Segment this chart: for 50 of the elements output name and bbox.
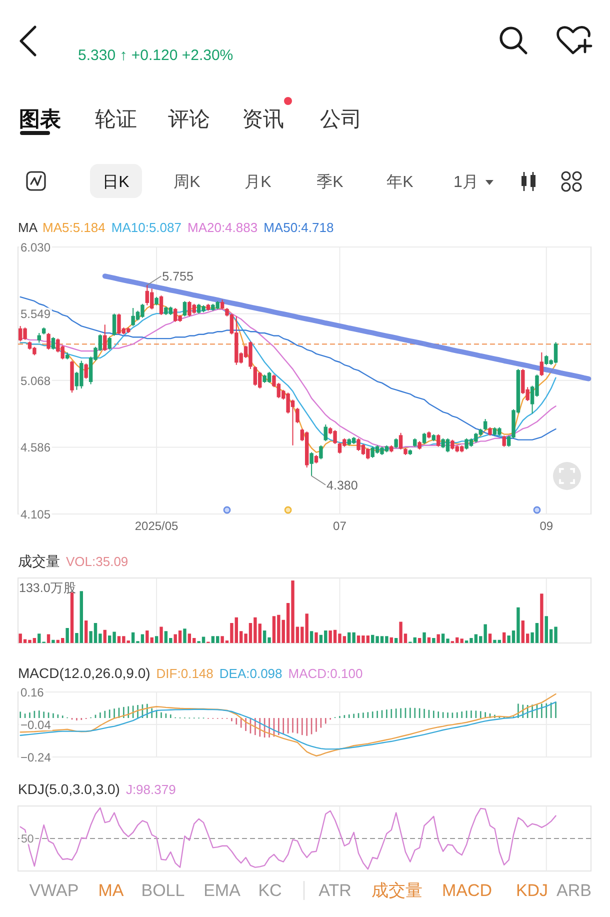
text: 年K [386, 174, 414, 191]
series-label: DIF:0.148 [156, 666, 214, 681]
y-tick-label: 0.16 [20, 685, 44, 700]
text: 周K [174, 174, 201, 191]
legend-title: MA [18, 220, 38, 235]
annotation: 5.755 [162, 270, 194, 284]
y-tick-label: 4.105 [20, 507, 51, 522]
text: MA [98, 881, 124, 900]
chart-title: MACD(12.0,26.0,9.0) [18, 665, 150, 681]
text: 季K [316, 173, 344, 191]
text: MA10:5.087 [111, 220, 182, 235]
annotation: 4.380 [326, 478, 358, 492]
text: MA20:4.883 [187, 220, 258, 235]
text: MA5:5.184 [42, 220, 106, 235]
text: 评论 [168, 108, 210, 131]
text: 日K [102, 174, 130, 191]
text: DEA:0.098 [219, 666, 282, 681]
y-tick-label: 5.068 [20, 374, 51, 388]
chart-title: KDJ(5.0,3.0,3.0) [18, 781, 120, 797]
text: 公司 [320, 108, 362, 131]
y-tick-label: −0.04 [20, 718, 52, 732]
chart-title: 成交量 [18, 553, 60, 569]
text: KDJ [516, 881, 548, 900]
text: EMA [204, 881, 242, 900]
text: ATR [318, 881, 352, 900]
series-label: VOL:35.09 [66, 554, 128, 569]
x-tick-label: 07 [333, 519, 347, 533]
y-tick-label: 5.549 [20, 307, 51, 322]
text: 1月 [454, 174, 478, 191]
ref-line-label: 50 [21, 834, 34, 846]
text: 图表 [19, 108, 61, 131]
text: 轮证 [95, 108, 137, 131]
text: 资讯 [242, 108, 284, 131]
y-tick-label: −0.24 [20, 750, 52, 764]
x-tick-label: 2025/05 [134, 519, 179, 533]
text: MACD:0.100 [288, 666, 363, 681]
text: ARB [556, 881, 592, 900]
text: VWAP [29, 881, 79, 900]
text: 月K [244, 174, 272, 191]
y-tick-label: 4.586 [20, 440, 51, 455]
text: BOLL [141, 881, 185, 900]
series-label: J:98.379 [126, 782, 176, 797]
text: KC [258, 881, 282, 900]
text: MACD [442, 881, 492, 900]
text: MA50:4.718 [264, 220, 334, 235]
text: 5.330 ↑ +0.120 +2.30% [78, 47, 234, 64]
y-tick-label: 6.030 [20, 240, 51, 254]
x-tick-label: 09 [540, 519, 554, 533]
text: 成交量 [372, 881, 422, 900]
annotation: 133.0万股 [19, 581, 76, 595]
